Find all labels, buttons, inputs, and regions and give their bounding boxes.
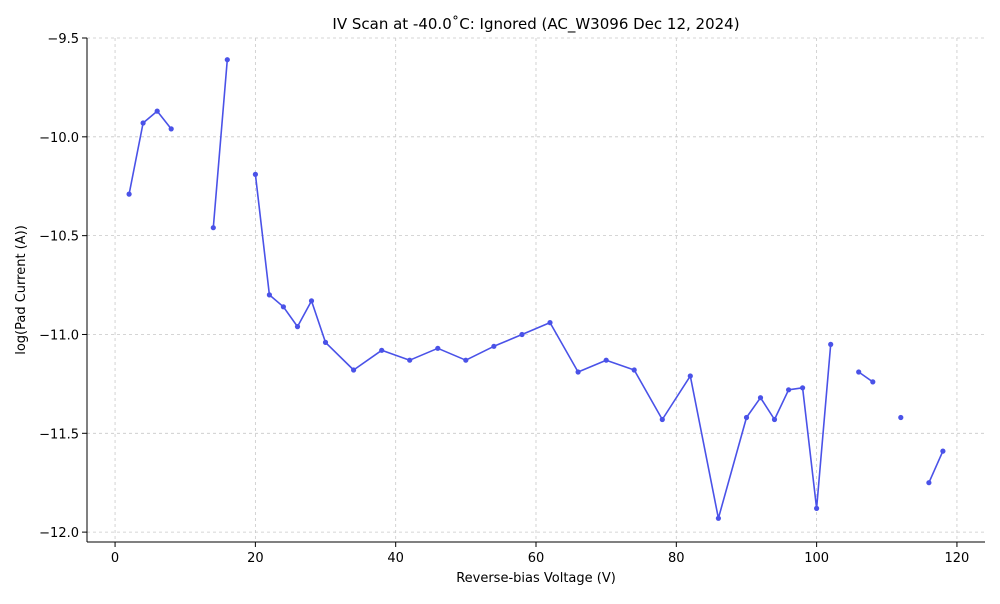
series-line [858, 371, 874, 383]
data-point [224, 57, 230, 63]
y-tick-label: −9.5 [47, 32, 79, 47]
data-point [856, 369, 862, 375]
series-line [254, 174, 832, 520]
data-point [154, 108, 160, 114]
data-point [828, 341, 834, 347]
data-point [786, 387, 792, 393]
data-point [519, 331, 525, 338]
data-point [168, 126, 174, 132]
data-point [308, 298, 315, 304]
series-line [212, 59, 229, 228]
y-axis-label: log(Pad Current (A)) [14, 225, 29, 355]
data-point [266, 292, 272, 298]
data-point [687, 373, 693, 379]
data-point [435, 345, 441, 351]
data-point [743, 414, 750, 421]
y-tick-label: −10.0 [39, 131, 79, 146]
x-tick-label: 40 [387, 551, 404, 566]
x-tick-label: 80 [668, 551, 685, 566]
data-point [351, 367, 357, 373]
data-point [814, 505, 820, 511]
x-tick-label: 0 [111, 551, 119, 566]
data-point [940, 448, 946, 454]
data-point [294, 324, 301, 330]
grid [87, 37, 985, 542]
data-point [870, 379, 876, 385]
chart-title: IV Scan at -40.0˚C: Ignored (AC_W3096 De… [332, 15, 739, 34]
data-point [322, 339, 329, 345]
data-point [140, 120, 146, 126]
data-point [379, 347, 385, 353]
data-point [659, 416, 665, 423]
x-tick-label: 100 [804, 551, 829, 566]
data-point [800, 385, 806, 391]
axes: 0 20 40 60 80 100 120 −12.0 −11.5 −11.0 −10.5 −10.0… [39, 32, 985, 566]
data-point [491, 343, 497, 349]
y-tick-label: −10.5 [39, 230, 79, 245]
data-point [771, 416, 778, 423]
data-point [547, 320, 553, 326]
series-line [928, 450, 944, 484]
data-point [631, 367, 637, 373]
data-point [757, 395, 764, 401]
series-line [128, 110, 172, 195]
data-point [210, 225, 216, 231]
y-tick-label: −12.0 [39, 526, 79, 541]
data-point [252, 171, 258, 177]
x-tick-label: 20 [247, 551, 264, 566]
data-series [126, 57, 946, 521]
data-point [575, 369, 581, 375]
x-axis-label: Reverse-bias Voltage (V) [456, 571, 616, 586]
y-tick-label: −11.5 [39, 427, 79, 442]
data-point [603, 357, 609, 363]
data-point [407, 357, 413, 363]
data-point [898, 414, 904, 421]
data-point [280, 304, 286, 310]
data-point [463, 357, 469, 363]
y-tick-label: −11.0 [39, 328, 79, 343]
data-point [715, 515, 722, 521]
x-tick-label: 60 [528, 551, 545, 566]
x-tick-label: 120 [945, 551, 970, 566]
data-point [126, 191, 132, 197]
data-point [926, 480, 932, 486]
